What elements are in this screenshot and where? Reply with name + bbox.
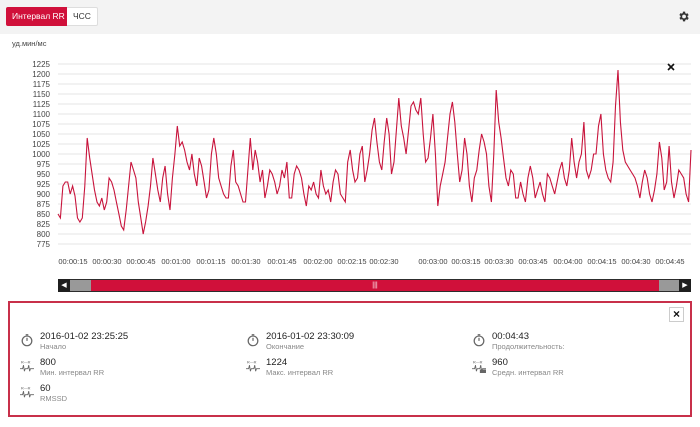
y-tick-label: 1200 [32,70,50,79]
rmssd-label: RMSSD [40,394,68,403]
duration-label: Продолжительность: [492,342,565,351]
x-tick-label: 00:02:15 [337,257,366,266]
x-tick-label: 00:03:00 [418,257,447,266]
y-tick-label: 1025 [32,140,50,149]
x-tick-label: 00:03:45 [518,257,547,266]
scroll-left-button[interactable]: ◀ [58,279,70,292]
y-tick-label: 800 [37,230,51,239]
rr-interval-icon: R—R [20,385,34,398]
y-tick-label: 1000 [32,150,50,159]
x-tick-label: 00:01:00 [161,257,190,266]
stopwatch-icon [21,334,33,347]
svg-text:R—R: R—R [473,359,483,364]
scroll-grip[interactable]: ||| [372,282,378,289]
chart-scrollbar[interactable]: ◀ ||| ▶ [58,279,691,292]
y-tick-label: 775 [37,240,51,249]
y-tick-label: 1125 [33,100,51,109]
end-label: Окончание [266,342,305,351]
x-tick-label: 00:01:45 [267,257,296,266]
avg-rr-value: 960 [492,357,508,368]
min-rr-label: Мин. интервал RR [40,368,105,377]
svg-text:R—R: R—R [247,359,257,364]
duration-value: 00:04:43 [492,331,529,342]
y-tick-label: 1050 [32,130,50,139]
y-tick-label: 1225 [32,60,50,69]
x-tick-label: 00:04:30 [621,257,650,266]
rr-interval-icon: R—R [246,359,260,372]
y-tick-label: 825 [37,220,51,229]
x-tick-labels: 00:00:15 00:00:30 00:00:45 00:01:00 00:01:15… [58,257,684,266]
y-tick-label: 950 [37,170,51,179]
tab-rr-interval[interactable]: Интервал RR [6,7,71,26]
stopwatch-icon [247,334,259,347]
y-tick-label: 875 [37,200,51,209]
x-tick-label: 00:04:15 [587,257,616,266]
stopwatch-icon [473,334,485,347]
y-tick-label: 1175 [33,80,51,89]
y-tick-label: 850 [37,210,51,219]
gear-icon[interactable] [677,10,690,23]
y-tick-labels: 1225120011751150112511001075105010251000… [32,60,50,249]
svg-text:R—R: R—R [21,359,31,364]
scroll-thumb[interactable]: ||| [91,280,659,291]
rr-interval-chart: уд.мин/мс 122512001175115011251100107510… [12,39,692,266]
y-tick-label: 1100 [33,110,51,119]
close-stats-button[interactable]: × [669,307,684,322]
rr-average-icon: R—R [472,359,486,373]
rr-series-line [57,69,692,235]
x-tick-label: 00:03:15 [451,257,480,266]
x-tick-label: 00:00:45 [126,257,155,266]
x-tick-label: 00:01:30 [231,257,260,266]
end-value: 2016-01-02 23:30:09 [266,331,355,342]
x-tick-label: 00:04:00 [553,257,582,266]
start-label: Начало [40,342,67,351]
rr-interval-icon: R—R [20,359,34,372]
scroll-track-right[interactable] [659,280,679,291]
y-tick-label: 925 [37,180,51,189]
scroll-right-button[interactable]: ▶ [679,279,691,292]
avg-rr-label: Средн. интервал RR [492,368,564,377]
y-tick-label: 1075 [32,120,50,129]
x-tick-label: 00:02:30 [369,257,398,266]
stats-panel: × 2016-01-02 23:25:25 Начало 2016-01-02 … [8,301,692,417]
x-tick-label: 00:03:30 [484,257,513,266]
y-tick-label: 975 [37,160,51,169]
x-tick-label: 00:01:15 [196,257,225,266]
max-rr-label: Макс. интервал RR [266,368,334,377]
tab-heart-rate[interactable]: ЧСС [67,7,98,26]
close-icon[interactable] [667,63,675,71]
svg-text:R—R: R—R [21,385,31,390]
scroll-track-left[interactable] [70,280,91,291]
start-value: 2016-01-02 23:25:25 [40,331,129,342]
x-tick-label: 00:00:30 [92,257,121,266]
rmssd-value: 60 [40,383,51,394]
x-tick-label: 00:00:15 [58,257,87,266]
y-tick-label: 1150 [33,90,51,99]
toolbar: Интервал RR ЧСС [0,0,700,34]
x-tick-label: 00:04:45 [655,257,684,266]
y-axis-label: уд.мин/мс [12,39,47,48]
y-tick-label: 900 [37,190,51,199]
rr-chart-panel: уд.мин/мс 1225 1200 1175 1150 1125 1100 1075 10… [0,34,700,267]
min-rr-value: 800 [40,357,56,368]
x-tick-label: 00:02:00 [303,257,332,266]
max-rr-value: 1224 [266,357,288,368]
